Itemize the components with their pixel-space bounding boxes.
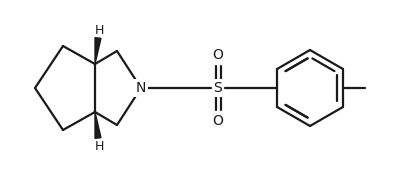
Text: H: H xyxy=(94,140,104,152)
Text: H: H xyxy=(94,24,104,36)
Text: S: S xyxy=(214,81,222,95)
Text: N: N xyxy=(136,81,146,95)
Polygon shape xyxy=(95,38,101,64)
Polygon shape xyxy=(95,112,101,138)
Text: O: O xyxy=(212,114,223,128)
Text: O: O xyxy=(212,48,223,62)
